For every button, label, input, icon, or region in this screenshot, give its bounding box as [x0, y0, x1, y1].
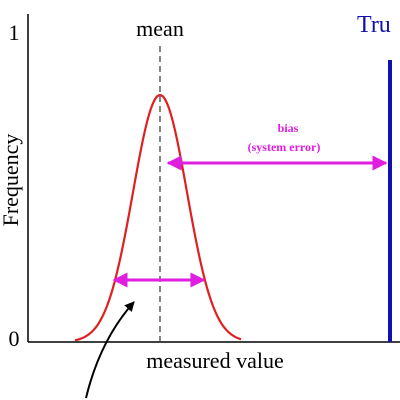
bias-note: (system error) — [248, 140, 321, 154]
distribution-curve — [74, 94, 242, 342]
pointer-arrow — [85, 301, 135, 399]
x-axis-label: measured value — [146, 348, 283, 373]
mean-label: mean — [136, 16, 184, 41]
y-bottom-label: 0 — [9, 326, 20, 351]
y-axis-label: Frequency — [0, 134, 23, 227]
true-value-label: Tru — [357, 12, 391, 38]
bias-label: bias — [278, 121, 299, 135]
y-top-label: 1 — [9, 20, 20, 45]
